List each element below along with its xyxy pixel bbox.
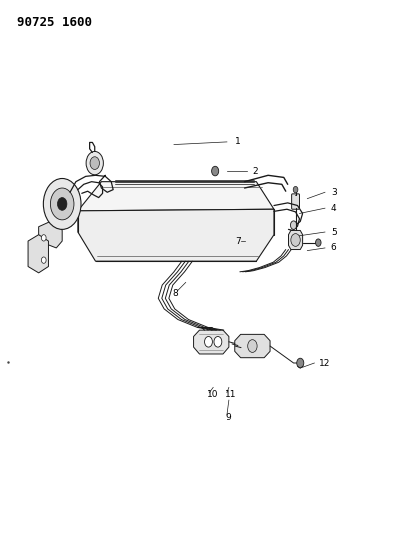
Circle shape bbox=[205, 336, 213, 347]
Text: 1: 1 bbox=[235, 138, 241, 147]
Circle shape bbox=[214, 336, 222, 347]
Polygon shape bbox=[194, 330, 229, 354]
Text: 7: 7 bbox=[235, 237, 241, 246]
Text: 3: 3 bbox=[331, 188, 337, 197]
Polygon shape bbox=[78, 182, 274, 211]
Circle shape bbox=[41, 235, 46, 241]
Polygon shape bbox=[39, 219, 62, 248]
Circle shape bbox=[41, 257, 46, 263]
Circle shape bbox=[293, 187, 298, 193]
Circle shape bbox=[58, 198, 67, 211]
Text: 5: 5 bbox=[331, 228, 337, 237]
Text: 4: 4 bbox=[331, 204, 337, 213]
Text: 8: 8 bbox=[172, 288, 178, 297]
Circle shape bbox=[86, 151, 103, 175]
Polygon shape bbox=[288, 230, 303, 249]
Polygon shape bbox=[78, 209, 274, 261]
Text: 90725 1600: 90725 1600 bbox=[17, 16, 92, 29]
Text: 10: 10 bbox=[207, 390, 219, 399]
FancyBboxPatch shape bbox=[292, 194, 299, 209]
Polygon shape bbox=[28, 235, 49, 273]
Circle shape bbox=[290, 221, 297, 229]
Polygon shape bbox=[235, 334, 270, 358]
Circle shape bbox=[291, 233, 300, 246]
Circle shape bbox=[297, 358, 304, 368]
Circle shape bbox=[316, 239, 321, 246]
Circle shape bbox=[212, 166, 219, 176]
Circle shape bbox=[90, 157, 100, 169]
Text: 9: 9 bbox=[225, 413, 231, 422]
Circle shape bbox=[248, 340, 257, 352]
Text: 2: 2 bbox=[252, 166, 258, 175]
Text: 11: 11 bbox=[225, 390, 237, 399]
Text: 6: 6 bbox=[331, 244, 337, 253]
Circle shape bbox=[43, 179, 81, 229]
Circle shape bbox=[51, 188, 74, 220]
Text: 12: 12 bbox=[319, 359, 331, 367]
